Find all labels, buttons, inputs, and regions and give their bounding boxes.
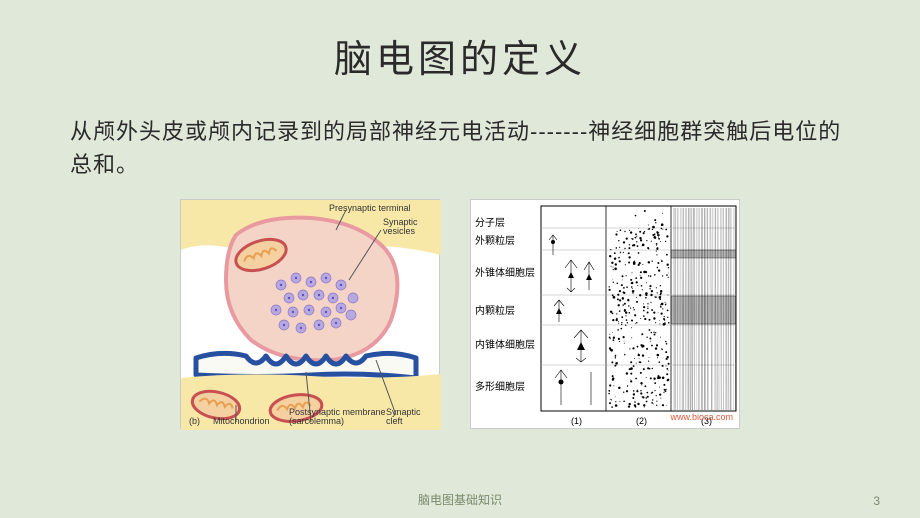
label-presynaptic: Presynaptic terminal: [329, 204, 411, 213]
body-paragraph: 从颅外头皮或颅内记录到的局部神经元电活动-------神经细胞群突触后电位的总和…: [70, 115, 850, 181]
label-vesicles: Synaptic vesicles: [383, 218, 439, 236]
watermark-text: www.bioca.com: [670, 412, 733, 422]
layer-6-label: 多形细胞层: [475, 378, 525, 393]
synapse-diagram: Presynaptic terminal Synaptic vesicles (…: [180, 199, 440, 429]
slide: 脑电图的定义 从颅外头皮或颅内记录到的局部神经元电活动-------神经细胞群突…: [0, 0, 920, 518]
panel-2-label: (2): [636, 416, 647, 426]
page-title: 脑电图的定义: [50, 28, 870, 83]
layer-4-label: 内颗粒层: [475, 302, 515, 317]
image-row: Presynaptic terminal Synaptic vesicles (…: [50, 199, 870, 429]
layer-2-label: 外颗粒层: [475, 232, 515, 247]
page-number: 3: [873, 494, 880, 508]
layer-3-label: 外锥体细胞层: [475, 264, 535, 279]
cortex-diagram: (1) (2) (3) 分子层 外颗粒层 外锥体细胞层 内颗粒层 内锥体细胞层 …: [470, 199, 740, 429]
footer-title: 脑电图基础知识: [418, 491, 502, 508]
label-mitochondrion: Mitochondrion: [213, 416, 270, 426]
layer-5-label: 内锥体细胞层: [475, 336, 535, 351]
label-cleft: Synaptic cleft: [386, 408, 439, 426]
layer-1-label: 分子层: [475, 214, 505, 229]
panel-1-label: (1): [571, 416, 582, 426]
label-panel-b: (b): [189, 416, 200, 426]
